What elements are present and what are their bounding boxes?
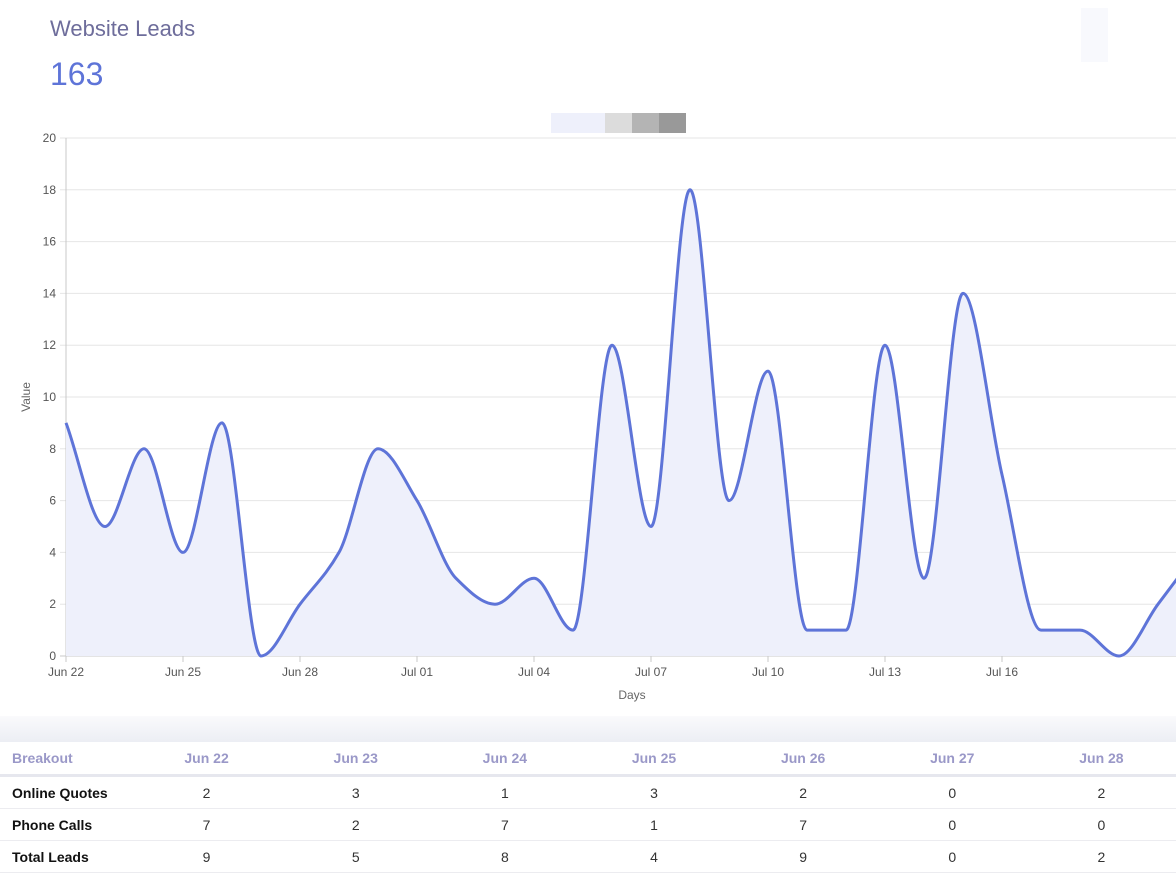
table-cell: 9 [728, 840, 878, 873]
x-tick-label: Jul 04 [518, 665, 550, 679]
x-tick-label: Jun 28 [282, 665, 318, 679]
table-cell: 2 [281, 808, 431, 841]
y-tick-label: 20 [43, 131, 57, 145]
y-tick-label: 8 [49, 442, 56, 456]
section-divider [0, 716, 1176, 742]
x-tick-label: Jul 10 [752, 665, 784, 679]
table-row: Total Leads 9 5 8 4 9 0 2 [0, 840, 1176, 873]
table-cell: 5 [281, 840, 431, 873]
table-cell: 7 [132, 808, 282, 841]
table-cell: 0 [1026, 808, 1176, 841]
series-line [64, 188, 1176, 658]
breakout-header: Breakout [0, 742, 132, 777]
x-tick-label: Jul 01 [401, 665, 433, 679]
y-tick-label: 0 [49, 649, 56, 663]
column-header[interactable]: Jun 26 [728, 742, 878, 777]
table-cell: 1 [579, 808, 729, 841]
table-cell: 2 [132, 775, 282, 809]
table-cell: 0 [877, 775, 1027, 809]
widget-title: Website Leads [50, 16, 196, 41]
x-axis-label: Days [618, 688, 645, 702]
y-axis-label: Value [19, 382, 33, 412]
table-cell: 0 [877, 840, 1027, 873]
column-header[interactable]: Jun 28 [1026, 742, 1176, 777]
table-cell: 8 [430, 840, 580, 873]
legend-swatch[interactable] [551, 113, 605, 133]
legend [551, 113, 686, 133]
y-tick-label: 10 [43, 390, 57, 404]
legend-swatch[interactable] [605, 113, 632, 133]
y-tick-label: 18 [43, 183, 57, 197]
area-fill [66, 189, 1176, 656]
legend-swatch[interactable] [659, 113, 686, 133]
column-header[interactable]: Jun 25 [579, 742, 729, 777]
column-header[interactable]: Jun 23 [281, 742, 431, 777]
table-cell: 7 [430, 808, 580, 841]
legend-swatch[interactable] [632, 113, 659, 133]
table-cell: 2 [1026, 840, 1176, 873]
table-cell: 1 [430, 775, 580, 809]
table-row: Phone Calls 7 2 7 1 7 0 0 [0, 808, 1176, 841]
y-tick-label: 16 [43, 235, 57, 249]
table-cell: 2 [1026, 775, 1176, 809]
x-axis-ticks: Jun 22 Jun 25 Jun 28 Jul 01 Jul 04 Jul 07 Jul … [48, 656, 1018, 679]
table-cell: 3 [281, 775, 431, 809]
breakout-table: Breakout Jun 22 Jun 23 Jun 24 Jun 25 Jun 26 J… [0, 742, 1176, 873]
table-row: Online Quotes 2 3 1 3 2 0 2 [0, 775, 1176, 809]
x-tick-label: Jun 25 [165, 665, 201, 679]
x-tick-label: Jun 22 [48, 665, 84, 679]
x-tick-label: Jul 07 [635, 665, 667, 679]
y-tick-label: 14 [43, 286, 57, 300]
y-tick-label: 12 [43, 338, 57, 352]
y-tick-label: 6 [49, 494, 56, 508]
y-axis-ticks: 0 2 4 6 8 10 12 14 16 18 20 [43, 131, 57, 663]
total-leads-value: 163 [50, 56, 104, 92]
table-cell: 2 [728, 775, 878, 809]
column-header[interactable]: Jun 27 [877, 742, 1027, 777]
column-header[interactable]: Jun 24 [430, 742, 580, 777]
row-label: Total Leads [0, 840, 132, 873]
table-cell: 9 [132, 840, 282, 873]
table-cell: 4 [579, 840, 729, 873]
widget-menu-button[interactable] [1081, 8, 1108, 62]
row-label: Phone Calls [0, 808, 132, 841]
y-tick-label: 2 [49, 597, 56, 611]
x-tick-label: Jul 16 [986, 665, 1018, 679]
leads-area-chart: 0 2 4 6 8 10 12 14 16 18 20 Jun 22 Jun 25 Jun 28 Jul … [19, 131, 1176, 702]
x-tick-label: Jul 13 [869, 665, 901, 679]
column-header[interactable]: Jun 22 [132, 742, 282, 777]
row-label: Online Quotes [0, 775, 132, 809]
table-cell: 0 [877, 808, 1027, 841]
table-cell: 3 [579, 775, 729, 809]
y-tick-label: 4 [49, 545, 56, 559]
table-cell: 7 [728, 808, 878, 841]
